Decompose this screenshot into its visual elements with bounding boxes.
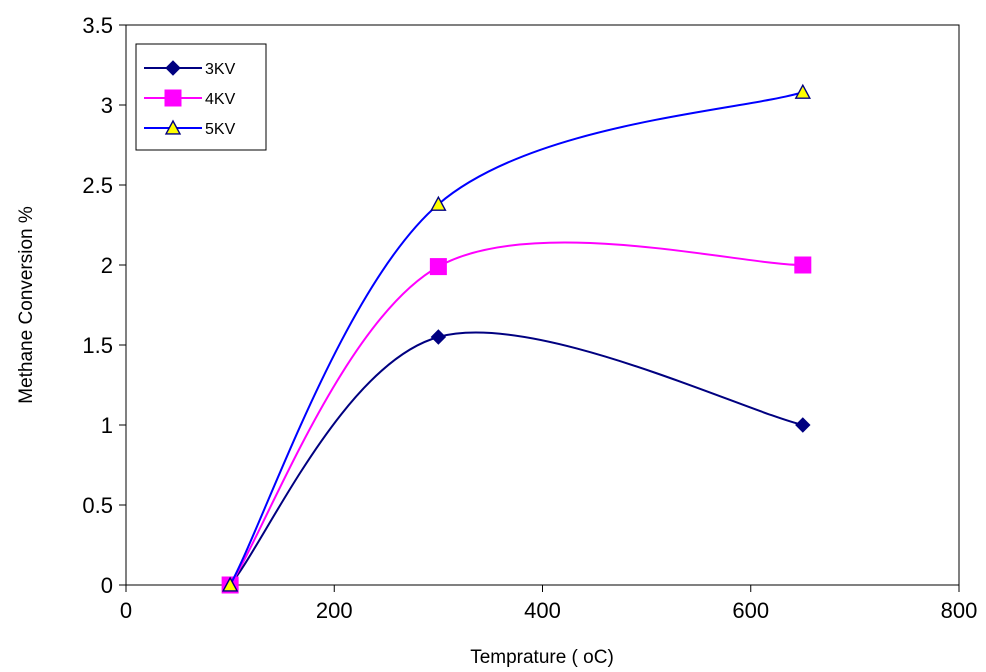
- legend-label: 4KV: [205, 91, 236, 108]
- x-tick-label: 400: [524, 598, 561, 623]
- y-axis: 0 0.5 1 1.5 2 2.5 3 3.5: [82, 13, 126, 598]
- x-tick-label: 600: [732, 598, 769, 623]
- y-tick-label: 3: [101, 93, 113, 118]
- x-axis: 0 200 400 600 800: [120, 585, 977, 623]
- y-tick-label: 1.5: [82, 333, 113, 358]
- data-point: [795, 417, 811, 433]
- y-tick-label: 2: [101, 253, 113, 278]
- data-point: [221, 576, 239, 592]
- x-tick-label: 200: [316, 598, 353, 623]
- legend-label: 5KV: [205, 121, 236, 138]
- series-layer: [221, 83, 812, 594]
- legend-marker: [164, 119, 182, 135]
- x-tick-label: 800: [941, 598, 978, 623]
- data-point: [430, 195, 447, 211]
- legend-item: 5KV: [144, 119, 236, 138]
- legend-item: 4KV: [144, 89, 236, 108]
- y-tick-label: 2.5: [82, 173, 113, 198]
- data-point: [430, 329, 447, 345]
- x-tick-label: 0: [120, 598, 132, 623]
- y-axis-title: Methane Conversion %: [16, 206, 37, 404]
- legend-marker: [165, 60, 181, 76]
- y-tick-label: 0.5: [82, 493, 113, 518]
- data-point: [429, 258, 447, 276]
- legend: 3KV 4KV 5KV: [135, 43, 267, 151]
- y-tick-label: 0: [101, 573, 113, 598]
- y-tick-label: 1: [101, 413, 113, 438]
- series-3KV: [222, 329, 811, 593]
- y-tick-label: 3.5: [82, 13, 113, 38]
- data-point: [794, 83, 811, 99]
- data-point: [794, 256, 812, 274]
- legend-item: 3KV: [144, 60, 236, 78]
- series-5KV: [221, 83, 811, 592]
- legend-marker: [164, 89, 182, 107]
- legend-label: 3KV: [205, 61, 236, 78]
- x-axis-title: Temprature ( oC): [470, 647, 614, 668]
